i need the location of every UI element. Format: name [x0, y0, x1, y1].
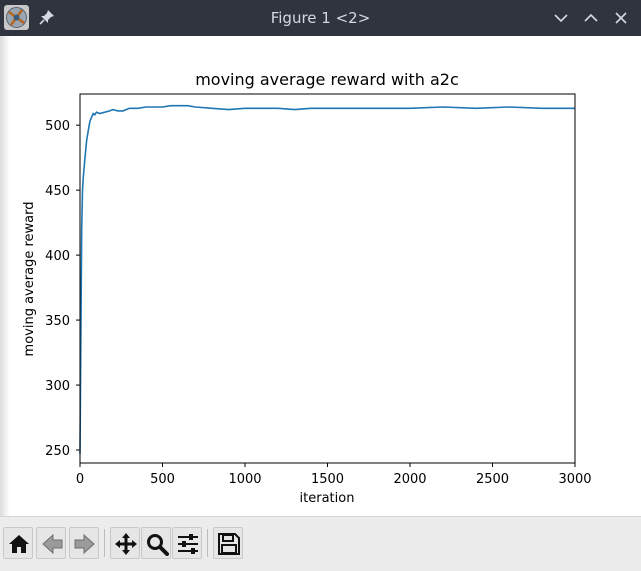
save-button[interactable] [213, 527, 243, 559]
pin-icon[interactable] [38, 8, 56, 26]
magnifier-icon [147, 534, 169, 556]
right-arrow-icon [74, 533, 95, 555]
line-chart: moving average reward with a2c 0 500 1000 1… [22, 70, 592, 506]
zoom-button[interactable] [141, 527, 171, 559]
x-tick-label: 2000 [393, 472, 426, 487]
configure-subplots-button[interactable] [172, 527, 202, 559]
toolbar-separator [104, 529, 105, 557]
minimize-chevron-down-icon[interactable] [552, 9, 570, 27]
x-axis: 0 500 1000 1500 2000 2500 3000 [76, 463, 592, 487]
y-tick-label: 350 [45, 314, 70, 329]
move-arrows-icon [115, 533, 137, 555]
x-tick-label: 1000 [228, 472, 261, 487]
y-tick-label: 250 [45, 444, 70, 459]
close-icon[interactable] [612, 9, 630, 27]
y-axis: 250 300 350 400 450 500 [45, 119, 80, 459]
pan-button[interactable] [110, 527, 140, 559]
forward-button[interactable] [69, 527, 99, 559]
home-button[interactable] [3, 527, 33, 559]
figure-canvas[interactable]: moving average reward with a2c 0 500 1000 1… [0, 36, 641, 516]
toolbar-separator [207, 529, 208, 557]
app-icon[interactable] [4, 5, 29, 30]
x-tick-label: 0 [76, 472, 84, 487]
y-tick-label: 300 [45, 379, 70, 394]
y-tick-label: 450 [45, 184, 70, 199]
chart-title: moving average reward with a2c [195, 70, 459, 89]
y-tick-label: 400 [45, 249, 70, 264]
title-bar: Figure 1 <2> [0, 0, 641, 36]
series-line [79, 104, 575, 454]
axes-frame [79, 93, 576, 464]
x-tick-label: 500 [150, 472, 175, 487]
window-title: Figure 1 <2> [270, 9, 371, 27]
maximize-chevron-up-icon[interactable] [582, 9, 600, 27]
window-edge-shadow [0, 36, 10, 516]
x-tick-label: 1500 [311, 472, 344, 487]
home-icon [9, 535, 29, 553]
navigation-toolbar [0, 516, 641, 571]
x-tick-label: 3000 [558, 472, 591, 487]
left-arrow-icon [42, 533, 63, 555]
back-button[interactable] [36, 527, 66, 559]
y-tick-label: 500 [45, 119, 70, 134]
sliders-icon [178, 534, 198, 554]
x-tick-label: 2500 [476, 472, 509, 487]
y-axis-label: moving average reward [22, 202, 37, 357]
x-axis-label: iteration [300, 491, 355, 506]
floppy-disk-icon [218, 533, 240, 555]
